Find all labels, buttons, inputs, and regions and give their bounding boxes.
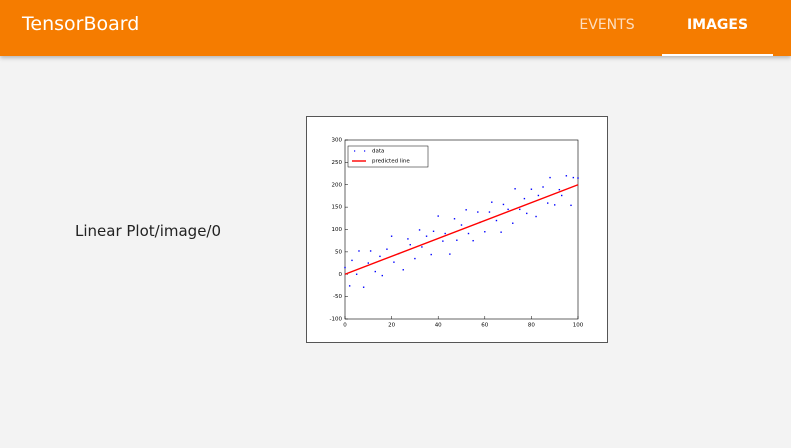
data-point: [390, 235, 393, 237]
data-point: [512, 222, 514, 224]
data-point: [369, 250, 372, 252]
data-point: [537, 194, 540, 197]
x-tick-label: 80: [528, 323, 535, 329]
y-tick-label: 100: [332, 227, 343, 233]
data-point: [367, 262, 369, 264]
data-point: [456, 239, 458, 241]
data-point: [402, 269, 404, 271]
data-point: [460, 224, 463, 226]
legend-box: [347, 145, 429, 168]
tab[interactable]: EVENTS: [579, 17, 635, 33]
x-tick-label: 60: [481, 323, 488, 329]
data-point: [491, 201, 493, 203]
data-point: [348, 285, 351, 287]
data-point: [362, 286, 365, 288]
data-point: [351, 259, 353, 262]
data-point: [437, 215, 439, 217]
data-point: [453, 218, 456, 220]
data-point: [519, 208, 521, 211]
data-point: [442, 240, 444, 242]
data-point: [407, 238, 409, 240]
chart: -100 -50 0 50 100 150 200 250 300 0 20 40 60 80 100 dat…: [330, 138, 584, 329]
x-tick-label: 100: [573, 323, 584, 329]
data-point: [344, 266, 346, 269]
y-tick-label: 0: [339, 272, 343, 278]
y-tick-label: -100: [330, 317, 343, 323]
data-point: [432, 230, 435, 232]
data-point: [425, 235, 428, 237]
tab[interactable]: IMAGES: [662, 0, 773, 56]
data-point: [502, 203, 505, 206]
data-point: [526, 212, 528, 215]
data-point: [514, 188, 516, 190]
y-tick-label: -50: [333, 294, 342, 300]
x-tick-label: 40: [435, 323, 442, 329]
data-point: [554, 204, 556, 206]
data-point: [430, 253, 432, 256]
image-tag: Linear Plot/image/0: [75, 222, 222, 240]
legend-swatch: [364, 150, 366, 152]
data-point: [421, 246, 423, 248]
data-point: [449, 253, 451, 255]
data-point: [530, 188, 533, 190]
data-point: [560, 194, 563, 197]
data-point: [444, 232, 446, 235]
data-point: [565, 175, 568, 177]
data-point: [488, 211, 491, 213]
y-tick-label: 50: [335, 249, 342, 255]
data-point: [477, 211, 479, 213]
data-point: [507, 208, 509, 211]
legend-label: predicted line: [372, 159, 410, 165]
image: -100 -50 0 50 100 150 200 250 300 0 20 40 60 80 100 dat…: [306, 116, 608, 343]
y-tick-label: 300: [332, 138, 343, 144]
y-tick-label: 250: [332, 160, 343, 166]
data-point: [523, 197, 526, 200]
y-tick-label: 200: [332, 182, 343, 188]
data-point: [570, 204, 572, 207]
data-point: [358, 250, 360, 252]
data-point: [547, 202, 549, 204]
data-point: [409, 244, 411, 246]
data-point: [374, 270, 376, 273]
line: [344, 184, 579, 275]
data-point: [542, 186, 544, 188]
data-point: [386, 248, 388, 250]
data-point: [495, 219, 498, 222]
data-point: [418, 229, 421, 231]
data-point: [472, 239, 474, 242]
legend-label: data: [372, 149, 384, 155]
data-point: [414, 257, 416, 260]
x-tick-label: 20: [388, 323, 395, 329]
data-point: [393, 261, 395, 263]
toolbar: TensorBoard EVENTS IMAGES: [0, 0, 791, 56]
y-tick-label: 150: [332, 205, 343, 211]
data-point: [535, 215, 537, 218]
data-point: [484, 231, 486, 233]
data-point: [577, 177, 579, 179]
data-point: [549, 176, 551, 179]
data-point: [381, 274, 383, 277]
x-tick-label: 0: [343, 323, 347, 329]
data-point: [558, 188, 561, 191]
app-title: TensorBoard: [22, 13, 140, 35]
legend-swatch: [354, 150, 356, 152]
data-point: [467, 232, 470, 235]
data-point: [355, 273, 358, 275]
data-point: [465, 209, 467, 211]
data-point: [500, 231, 502, 233]
data-point: [572, 176, 575, 179]
data-point: [379, 255, 381, 258]
